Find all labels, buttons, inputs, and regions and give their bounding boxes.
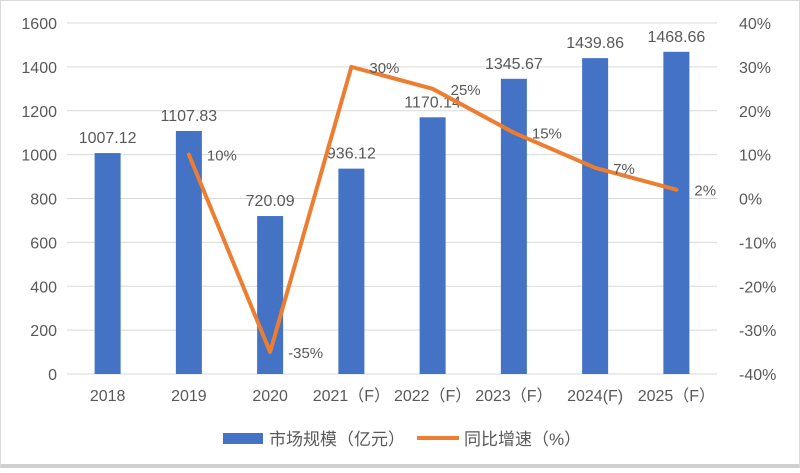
y-left-tick-label: 1200 <box>21 104 57 121</box>
bar-value-label: 1468.66 <box>647 29 705 46</box>
line-value-label: -35% <box>288 345 323 362</box>
y-left-tick-label: 400 <box>30 279 57 296</box>
y-right-tick-label: 30% <box>739 60 771 77</box>
bar <box>663 51 690 374</box>
legend-label-growth-rate: 同比增速（%） <box>464 430 581 449</box>
x-tick-label: 2021（F） <box>313 387 390 405</box>
growth-line <box>186 64 679 355</box>
y-right-tick-label: -10% <box>739 235 776 252</box>
y-right-tick-label: 20% <box>739 104 771 121</box>
bar <box>94 153 121 374</box>
bar <box>419 117 446 374</box>
x-tick-label: 2022（F） <box>394 387 471 405</box>
x-tick-label: 2018 <box>90 388 126 405</box>
y-right-tick-label: 10% <box>739 148 771 165</box>
y-left-tick-label: 1000 <box>21 148 57 165</box>
bar-value-label: 720.09 <box>246 193 295 210</box>
y-right-tick-label: 40% <box>739 16 771 33</box>
line-value-label: 30% <box>369 60 399 77</box>
y-left-tick-label: 0 <box>48 367 57 384</box>
bar-value-label: 1345.67 <box>485 56 543 73</box>
line-value-label: 10% <box>207 148 237 165</box>
bar <box>175 130 202 374</box>
y-left-tick-label: 1600 <box>21 16 57 33</box>
y-right-tick-label: -30% <box>739 323 776 340</box>
line-value-label: 15% <box>532 126 562 143</box>
x-tick-label: 2019 <box>171 388 207 405</box>
line-value-label: 7% <box>613 161 635 178</box>
bar-value-label: 1439.86 <box>566 35 624 52</box>
y-left-tick-label: 800 <box>30 192 57 209</box>
bar-value-label: 1107.83 <box>161 108 218 125</box>
y-right-tick-label: -40% <box>739 367 776 384</box>
bar <box>338 168 365 374</box>
bar <box>582 58 609 375</box>
legend-label-market-size: 市场规模（亿元） <box>269 430 405 449</box>
y-left-tick-label: 200 <box>30 323 57 340</box>
y-left-tick-label: 600 <box>30 235 57 252</box>
x-tick-label: 2020 <box>252 388 288 405</box>
bar-value-label: 1007.12 <box>79 130 137 147</box>
x-tick-label: 2025（F） <box>638 387 715 405</box>
x-tick-label: 2023（F） <box>475 387 552 405</box>
x-tick-label: 2024(F) <box>567 388 623 405</box>
bar-value-label: 936.12 <box>327 146 376 163</box>
line-value-label: 2% <box>694 183 716 200</box>
line-value-label: 25% <box>451 82 481 99</box>
legend-bar-swatch <box>223 433 263 444</box>
y-right-tick-label: 0% <box>739 192 762 209</box>
bar <box>500 78 527 374</box>
y-left-tick-label: 1400 <box>21 60 57 77</box>
y-right-tick-label: -20% <box>739 279 776 296</box>
